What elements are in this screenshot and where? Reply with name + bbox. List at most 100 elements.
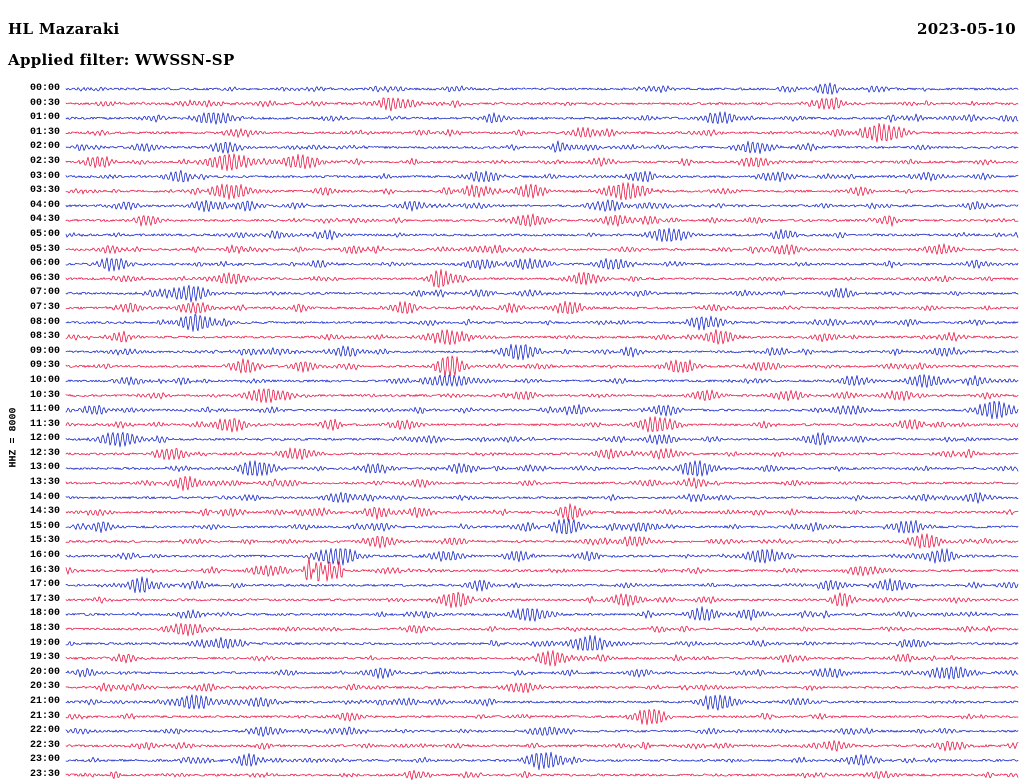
trace-row-1900 [65, 634, 1019, 651]
trace-row-1330 [65, 475, 1019, 491]
time-label: 20:00 [29, 666, 60, 678]
time-label: 20:30 [29, 681, 60, 693]
time-label: 01:00 [29, 112, 60, 124]
time-label: 11:30 [29, 418, 60, 430]
time-label: 07:30 [29, 301, 60, 313]
trace-row-2000 [65, 666, 1019, 680]
trace-row-0030 [65, 97, 1019, 112]
time-label: 13:30 [29, 477, 60, 489]
time-label: 16:00 [29, 550, 60, 562]
time-label: 10:00 [29, 374, 60, 386]
time-label: 18:30 [29, 623, 60, 635]
trace-row-1030 [65, 388, 1019, 403]
time-label: 22:30 [29, 739, 60, 751]
time-label: 15:30 [29, 535, 60, 547]
trace-row-0800 [65, 313, 1019, 332]
time-label: 17:00 [29, 579, 60, 591]
time-label: 21:30 [29, 710, 60, 722]
time-label: 12:00 [29, 433, 60, 445]
trace-row-0500 [65, 227, 1019, 242]
time-label: 02:00 [29, 141, 60, 153]
trace-row-1000 [65, 374, 1019, 388]
time-label: 06:00 [29, 258, 60, 270]
trace-row-1830 [65, 622, 1019, 637]
time-label: 05:00 [29, 228, 60, 240]
trace-row-0930 [65, 355, 1019, 378]
time-label: 06:30 [29, 272, 60, 284]
time-label: 08:00 [29, 316, 60, 328]
trace-row-2100 [65, 694, 1019, 711]
trace-row-1530 [65, 533, 1019, 549]
time-label: 23:30 [29, 769, 60, 780]
trace-row-1300 [65, 460, 1019, 477]
trace-row-1100 [65, 400, 1019, 420]
time-label: 21:00 [29, 696, 60, 708]
time-label: 09:30 [29, 360, 60, 372]
trace-row-1600 [65, 548, 1019, 566]
time-label: 02:30 [29, 155, 60, 167]
time-label: 09:00 [29, 345, 60, 357]
trace-row-0330 [65, 182, 1019, 201]
time-label: 05:30 [29, 243, 60, 255]
trace-row-2200 [65, 726, 1019, 737]
time-label: 04:30 [29, 214, 60, 226]
trace-row-1930 [65, 650, 1019, 667]
trace-row-0730 [65, 300, 1019, 315]
trace-row-0900 [65, 343, 1019, 361]
time-label: 22:00 [29, 725, 60, 737]
trace-row-0700 [65, 284, 1019, 303]
time-label: 13:00 [29, 462, 60, 474]
trace-row-1230 [65, 447, 1019, 461]
trace-row-1730 [65, 591, 1019, 609]
trace-row-0000 [65, 82, 1019, 95]
trace-row-2030 [65, 682, 1019, 693]
trace-row-0230 [65, 153, 1019, 172]
trace-row-2330 [65, 769, 1019, 780]
trace-row-1430 [65, 503, 1019, 522]
time-label: 01:30 [29, 126, 60, 138]
trace-row-0200 [65, 140, 1019, 154]
time-label: 03:00 [29, 170, 60, 182]
trace-row-1200 [65, 431, 1019, 448]
trace-row-0530 [65, 243, 1019, 256]
time-label: 23:00 [29, 754, 60, 766]
trace-row-1400 [65, 491, 1019, 504]
time-label: 19:00 [29, 637, 60, 649]
trace-row-1630 [65, 557, 1019, 582]
trace-row-1700 [65, 576, 1019, 594]
time-label: 19:30 [29, 652, 60, 664]
trace-row-1800 [65, 606, 1019, 622]
trace-row-0630 [65, 268, 1019, 288]
time-label: 08:30 [29, 331, 60, 343]
time-label: 14:30 [29, 506, 60, 518]
trace-row-1130 [65, 416, 1019, 433]
date-label: 2023-05-10 [917, 20, 1016, 38]
time-label: 07:00 [29, 287, 60, 299]
trace-row-0430 [65, 213, 1019, 227]
trace-row-0130 [65, 123, 1019, 143]
time-label: 18:00 [29, 608, 60, 620]
trace-row-2130 [65, 708, 1019, 726]
trace-row-0830 [65, 329, 1019, 346]
time-label: 10:30 [29, 389, 60, 401]
time-label: 00:30 [29, 97, 60, 109]
time-label: 00:00 [29, 83, 60, 94]
trace-row-2230 [65, 740, 1019, 752]
filter-label: Applied filter: WWSSN-SP [8, 51, 235, 69]
trace-row-0300 [65, 169, 1019, 183]
trace-row-0400 [65, 199, 1019, 213]
time-label: 14:00 [29, 491, 60, 503]
time-label: 17:30 [29, 593, 60, 605]
time-label: 04:00 [29, 199, 60, 211]
time-label: 15:00 [29, 520, 60, 532]
station-title: HL Mazaraki [8, 20, 120, 38]
time-label: 11:00 [29, 404, 60, 416]
trace-row-2300 [65, 751, 1019, 771]
trace-row-1500 [65, 518, 1019, 535]
time-label: 12:30 [29, 447, 60, 459]
trace-row-0600 [65, 257, 1019, 272]
trace-row-0100 [65, 111, 1019, 125]
